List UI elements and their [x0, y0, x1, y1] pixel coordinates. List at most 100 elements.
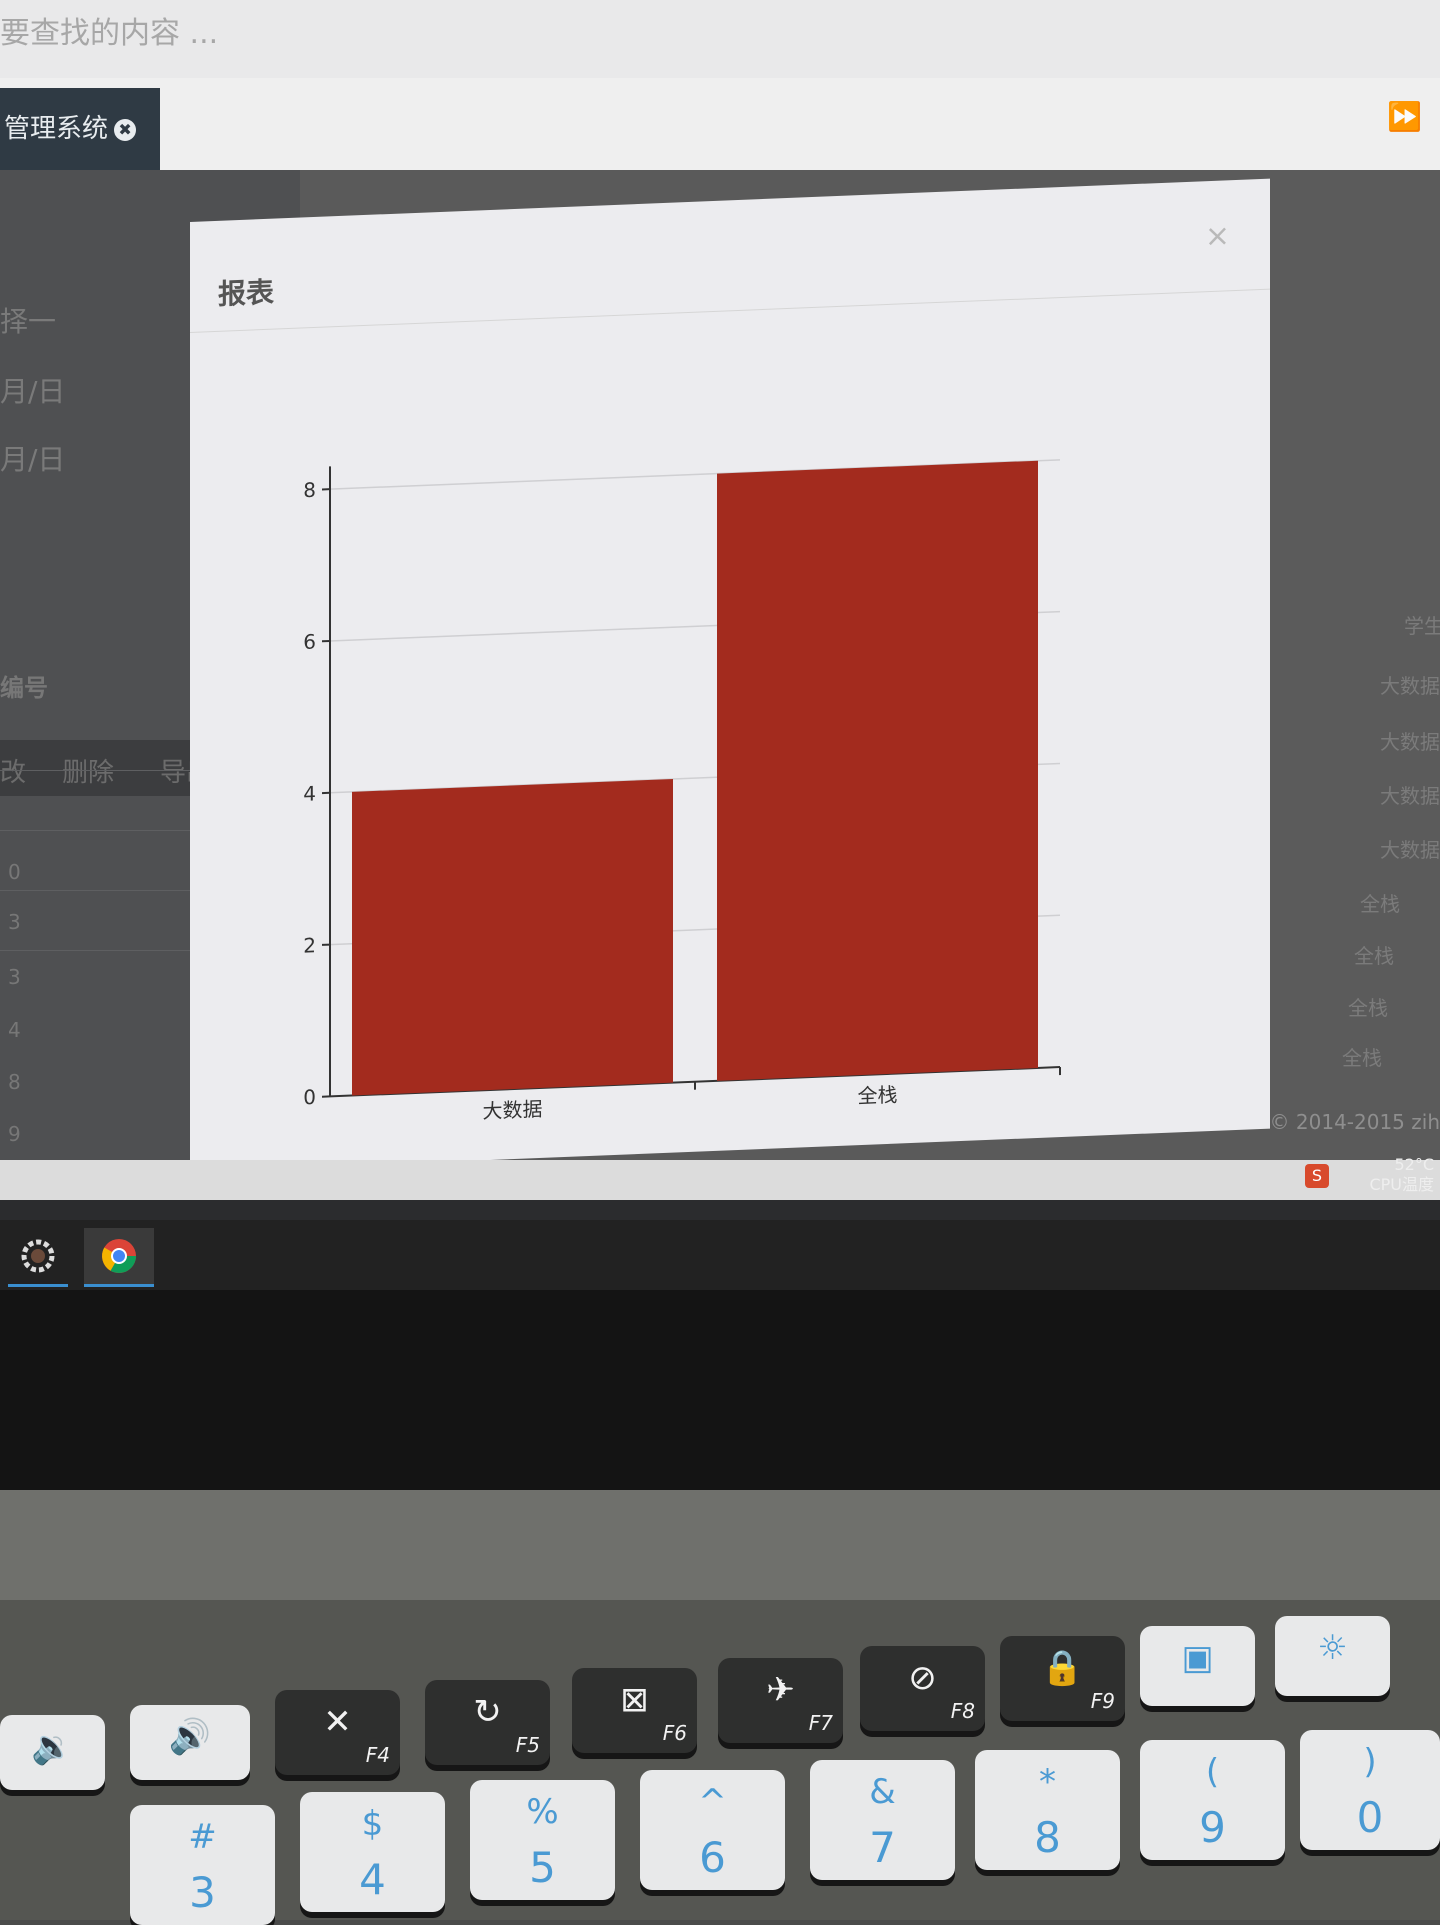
x-tick-label: 全栈: [858, 1083, 898, 1109]
key-7-shift: &: [810, 1772, 955, 1812]
key-f6-label: F6: [663, 1721, 687, 1745]
table-cell: 大数据: [1380, 670, 1440, 699]
airplane-icon: ✈: [718, 1670, 843, 1710]
row-id: 4: [8, 1018, 21, 1042]
table-cell: 全栈: [1354, 940, 1394, 969]
key-f4-label: F4: [366, 1743, 390, 1767]
y-tick-label: 0: [303, 1085, 316, 1110]
modal-title: 报表: [218, 271, 274, 313]
key-0[interactable]: )0: [1300, 1730, 1440, 1850]
gear-icon: [8, 1228, 68, 1284]
volume-up-icon: 🔊: [130, 1717, 250, 1757]
temperature-value: 52°C: [1369, 1155, 1434, 1175]
y-tick-label: 6: [303, 630, 316, 655]
table-cell: 全栈: [1360, 888, 1400, 917]
key-f8[interactable]: ⊘F8: [860, 1646, 985, 1731]
end-date-field[interactable]: 月/日: [0, 438, 65, 478]
key-f9-label: F9: [1091, 1689, 1115, 1713]
y-tick-label: 8: [303, 478, 316, 503]
key-4-shift: $: [300, 1804, 445, 1844]
key-6[interactable]: ^6: [640, 1770, 785, 1890]
key-f5[interactable]: ↻F5: [425, 1680, 550, 1765]
filter-select[interactable]: 择一: [0, 300, 56, 340]
tab-management-system[interactable]: 管理系统 ✖: [0, 88, 160, 170]
column-header-id: 编号: [0, 668, 48, 703]
laptop-hinge: [0, 1490, 1440, 1600]
volume-down-icon: 🔉: [0, 1727, 105, 1767]
close-icon[interactable]: ×: [1205, 218, 1230, 254]
table-cell: 大数据: [1380, 726, 1440, 755]
temperature-label: CPU温度: [1369, 1175, 1434, 1195]
key-3[interactable]: #3: [130, 1805, 275, 1925]
display-icon: ▣: [1140, 1638, 1255, 1678]
key-5-shift: %: [470, 1792, 615, 1832]
row-id: 3: [8, 965, 21, 989]
tab-strip: 管理系统 ✖ ⏩: [0, 78, 1440, 170]
mute-mic-icon: ✕: [275, 1702, 400, 1742]
camera-off-icon: ⊘: [860, 1658, 985, 1698]
key-3-shift: #: [130, 1817, 275, 1857]
tab-scroll-right-icon[interactable]: ⏩: [1387, 100, 1422, 133]
report-modal: 报表 × 0 2 4 6 8 大数据 全栈: [190, 179, 1270, 1172]
key-8-label: 8: [975, 1813, 1120, 1862]
key-4-label: 4: [300, 1855, 445, 1904]
taskbar-settings-app[interactable]: [8, 1228, 68, 1287]
row-id: 8: [8, 1070, 21, 1094]
key-f5-label: F5: [516, 1733, 540, 1757]
key-f6[interactable]: ⊠F6: [572, 1668, 697, 1753]
key-f8-label: F8: [951, 1699, 975, 1723]
key-f7[interactable]: ✈F7: [718, 1658, 843, 1743]
key-brightness[interactable]: ☼: [1275, 1616, 1390, 1696]
taskbar: [0, 1220, 1440, 1290]
key-0-label: 0: [1300, 1793, 1440, 1842]
tray-app-icon[interactable]: S: [1305, 1164, 1329, 1188]
row-id: 9: [8, 1122, 21, 1146]
key-f7-label: F7: [809, 1711, 833, 1735]
key-volume-down[interactable]: 🔉: [0, 1715, 105, 1790]
key-5[interactable]: %5: [470, 1780, 615, 1900]
tab-label: 管理系统: [4, 114, 108, 144]
key-7[interactable]: &7: [810, 1760, 955, 1880]
key-9-label: 9: [1140, 1803, 1285, 1852]
key-8-shift: *: [975, 1762, 1120, 1802]
cpu-temperature: 52°C CPU温度: [1369, 1155, 1434, 1195]
column-header-student: 学生: [1404, 610, 1440, 639]
key-4[interactable]: $4: [300, 1792, 445, 1912]
key-f9[interactable]: 🔒F9: [1000, 1636, 1125, 1721]
y-tick-label: 4: [303, 781, 316, 806]
y-tick-label: 2: [303, 933, 316, 958]
lock-icon: 🔒: [1000, 1648, 1125, 1688]
footer-copyright: © 2014-2015 zih: [1270, 1110, 1440, 1134]
table-cell: 全栈: [1348, 992, 1388, 1021]
key-volume-up[interactable]: 🔊: [130, 1705, 250, 1780]
search-bar[interactable]: 要查找的内容 ...: [0, 0, 1440, 90]
key-9[interactable]: (9: [1140, 1740, 1285, 1860]
screen: 要查找的内容 ... 管理系统✖ ⏩ 择一 月/日 月/日 改 删除 导出 编号…: [0, 0, 1440, 1300]
chrome-icon: [84, 1228, 154, 1284]
row-id: 3: [8, 910, 21, 934]
key-6-label: 6: [640, 1833, 785, 1882]
table-cell: 全栈: [1342, 1042, 1382, 1071]
key-5-label: 5: [470, 1843, 615, 1892]
taskbar-strip: [0, 1160, 1440, 1200]
refresh-icon: ↻: [425, 1692, 550, 1732]
key-f4[interactable]: ✕F4: [275, 1690, 400, 1775]
key-7-label: 7: [810, 1823, 955, 1872]
table-cell: 大数据: [1380, 834, 1440, 863]
keyboard-deck: ✕F4 ↻F5 ⊠F6 ✈F7 ⊘F8 🔒F9 ▣ ☼ 🔊 🔉 #3 $4 %5…: [0, 1600, 1440, 1920]
key-8[interactable]: *8: [975, 1750, 1120, 1870]
brightness-icon: ☼: [1275, 1628, 1390, 1668]
bar-2: [717, 461, 1038, 1081]
tab-close-icon[interactable]: ✖: [114, 119, 136, 141]
laptop-bezel: [0, 1290, 1440, 1490]
search-placeholder[interactable]: 要查找的内容 ...: [0, 8, 218, 52]
touchpad-off-icon: ⊠: [572, 1680, 697, 1720]
taskbar-chrome-app[interactable]: [84, 1228, 154, 1287]
start-date-field[interactable]: 月/日: [0, 370, 65, 410]
bar-1: [352, 779, 673, 1096]
key-0-shift: ): [1300, 1742, 1440, 1782]
bar-chart: 0 2 4 6 8 大数据 全栈: [270, 416, 1090, 1149]
x-tick-label: 大数据: [483, 1097, 543, 1123]
key-display[interactable]: ▣: [1140, 1626, 1255, 1706]
key-6-shift: ^: [640, 1782, 785, 1822]
